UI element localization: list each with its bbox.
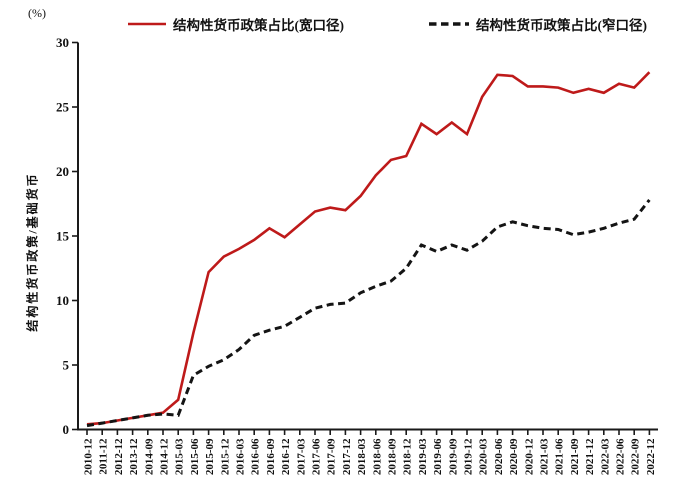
x-tick-label: 2019-12 [463, 438, 475, 475]
x-tick-label: 2018-06 [371, 438, 383, 475]
x-tick-label: 2021-09 [569, 438, 581, 475]
y-tick-label: 15 [56, 229, 70, 244]
x-tick-label: 2019-09 [447, 438, 459, 475]
x-tick-label: 2020-12 [523, 438, 535, 475]
x-tick-label: 2015-06 [189, 438, 201, 475]
y-axis-unit-label: (%) [28, 6, 46, 20]
x-tick-label: 2019-03 [417, 438, 429, 475]
x-tick-label: 2014-12 [159, 438, 171, 475]
x-tick-label: 2017-09 [326, 438, 338, 475]
y-tick-label: 0 [63, 422, 70, 437]
x-tick-label: 2018-09 [387, 438, 399, 475]
chart-legend: 结构性货币政策占比(宽口径) 结构性货币政策占比(窄口径) [0, 0, 700, 36]
axes-lines [77, 42, 658, 431]
y-tick-label: 25 [56, 100, 70, 115]
x-tick-label: 2016-09 [265, 438, 277, 475]
legend-label-narrow: 结构性货币政策占比(窄口径) [476, 18, 647, 33]
y-tick-label: 20 [56, 164, 69, 179]
x-tick-label: 2014-09 [143, 438, 155, 475]
x-tick-label: 2018-12 [402, 438, 414, 475]
x-tick-label: 2021-06 [554, 438, 566, 475]
x-tick-label: 2017-12 [341, 438, 353, 475]
x-tick-label: 2017-03 [295, 438, 307, 475]
x-tick-label: 2010-12 [83, 438, 95, 475]
x-tick-label: 2015-03 [174, 438, 186, 475]
x-tick-label: 2021-03 [539, 438, 551, 475]
legend-item-narrow: 结构性货币政策占比(窄口径) [428, 14, 647, 34]
x-tick-label: 2016-12 [280, 438, 292, 475]
y-tick-label: 10 [56, 293, 69, 308]
x-tick-label: 2019-06 [432, 438, 444, 475]
x-tick-label: 2011-12 [98, 438, 110, 475]
series-line-narrow [86, 198, 651, 428]
x-tick-label: 2015-09 [204, 438, 216, 475]
x-tick-label: 2020-03 [478, 438, 490, 475]
x-tick-label: 2022-09 [630, 438, 642, 475]
x-tick-label: 2018-03 [356, 438, 368, 475]
x-tick-label: 2022-06 [615, 438, 627, 475]
x-tick-label: 2013-12 [128, 438, 140, 475]
x-tick-label: 2022-12 [645, 438, 657, 475]
legend-label-wide: 结构性货币政策占比(宽口径) [173, 18, 344, 33]
x-tick-label: 2020-09 [508, 438, 520, 475]
y-tick-label: 5 [63, 358, 70, 373]
x-tick-label: 2020-06 [493, 438, 505, 475]
x-tick-label: 2022-03 [599, 438, 611, 475]
x-tick-label: 2015-12 [219, 438, 231, 475]
x-tick-label: 2016-03 [235, 438, 247, 475]
x-tick-label: 2017-06 [311, 438, 323, 475]
legend-line-solid-icon [128, 22, 166, 26]
x-tick-label: 2021-12 [584, 438, 596, 475]
series-line-wide [86, 71, 651, 426]
x-tick-label: 2012-12 [113, 438, 125, 475]
x-tick-label: 2016-06 [250, 438, 262, 475]
legend-line-dashed-icon [429, 22, 469, 26]
legend-item-wide: 结构性货币政策占比(宽口径) [127, 14, 344, 34]
y-tick-label: 30 [56, 35, 69, 50]
